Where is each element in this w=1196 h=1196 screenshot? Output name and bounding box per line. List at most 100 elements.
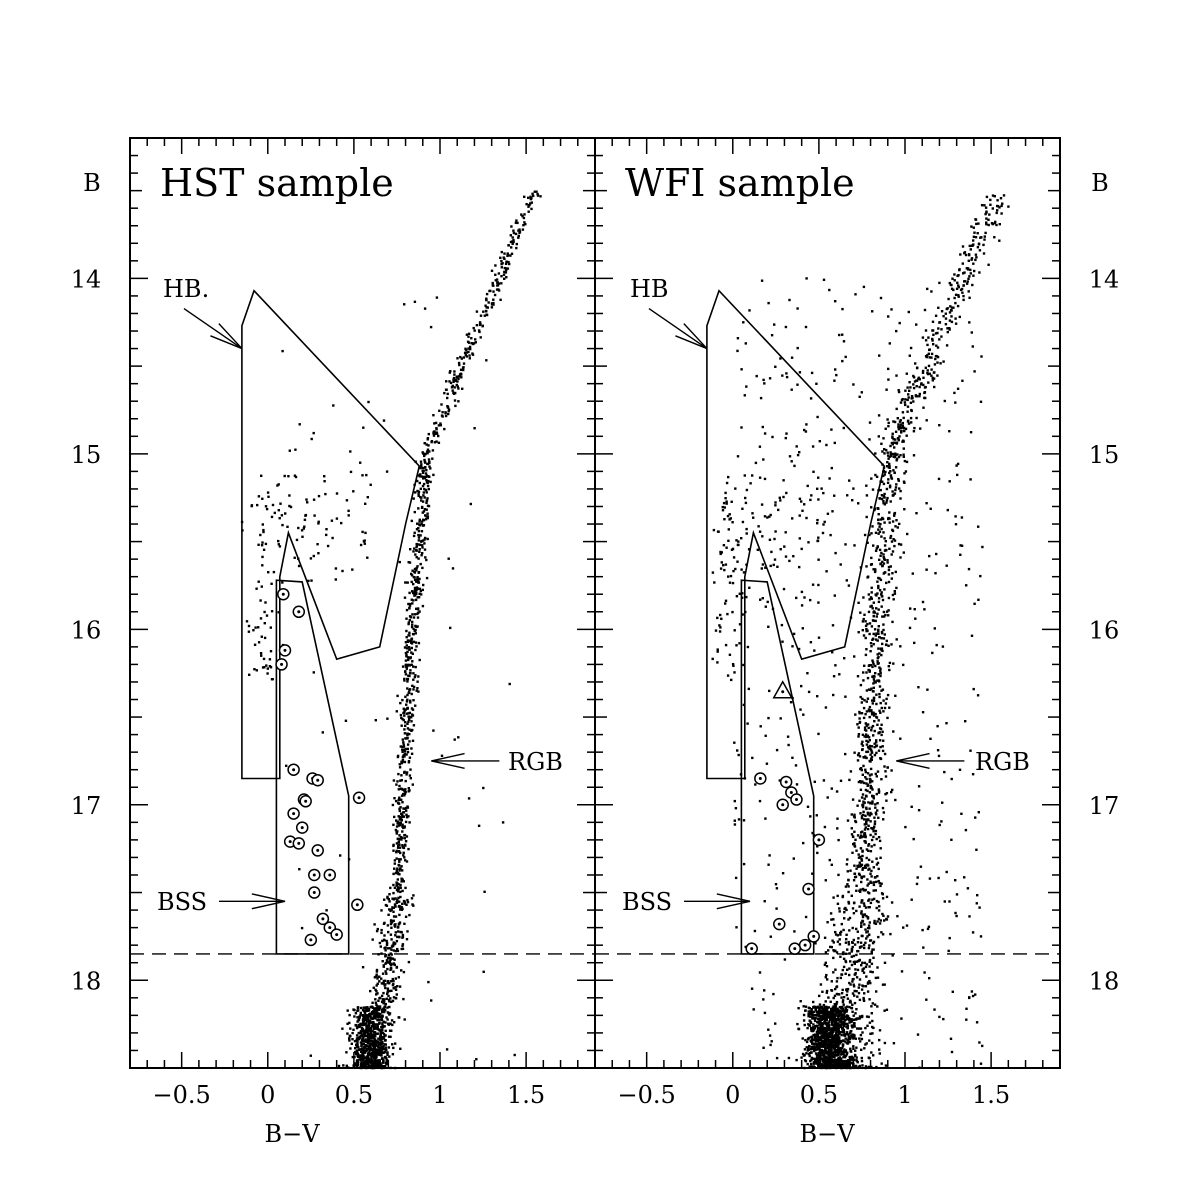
hst-star-point — [405, 653, 408, 656]
wfi-star-point — [1001, 202, 1004, 205]
wfi-star-point — [887, 609, 890, 612]
wfi-star-point — [871, 800, 874, 803]
hst-star-point — [441, 411, 444, 414]
hst-annotation-arrow-head — [210, 323, 243, 350]
hst-star-point — [466, 340, 470, 343]
hst-star-point — [482, 786, 485, 790]
hst-star-point — [384, 1029, 387, 1032]
wfi-star-point — [824, 1032, 828, 1035]
hst-star-point — [420, 463, 423, 466]
hst-star-point — [422, 518, 425, 521]
hst-star-point — [394, 871, 398, 875]
hst-star-point — [359, 543, 363, 547]
hst-star-point — [289, 505, 293, 509]
hst-star-point — [394, 897, 397, 900]
hst-star-point — [416, 680, 419, 683]
hst-star-point — [404, 843, 407, 846]
wfi-star-point — [846, 1022, 849, 1026]
wfi-star-point — [868, 998, 871, 1001]
hst-star-point — [472, 326, 475, 330]
hst-star-point — [414, 598, 418, 602]
hst-star-point — [367, 1024, 371, 1027]
hst-star-point — [366, 1031, 369, 1034]
hst-star-point — [471, 342, 475, 346]
wfi-star-point — [879, 919, 882, 922]
wfi-star-point — [813, 1038, 816, 1041]
hst-star-point — [398, 838, 401, 841]
hst-star-point — [413, 300, 417, 303]
wfi-star-point — [768, 515, 771, 518]
wfi-star-point — [848, 1037, 852, 1041]
wfi-star-point — [972, 235, 976, 238]
wfi-star-point — [885, 581, 888, 585]
wfi-star-point — [836, 1048, 839, 1052]
hst-star-point — [530, 207, 533, 211]
hst-star-point — [344, 719, 348, 722]
wfi-star-point — [870, 729, 873, 732]
wfi-star-point — [923, 386, 927, 389]
wfi-star-point — [865, 937, 868, 940]
hst-star-point — [388, 893, 391, 896]
wfi-star-point — [913, 426, 916, 430]
hst-star-point — [382, 979, 386, 983]
wfi-star-point — [825, 1063, 828, 1066]
wfi-star-point — [891, 435, 894, 438]
hst-star-point — [523, 195, 526, 198]
wfi-star-point — [845, 1025, 848, 1028]
wfi-star-point — [868, 739, 871, 742]
wfi-star-point — [848, 1055, 851, 1059]
hst-star-point — [481, 325, 484, 328]
hst-star-point — [406, 727, 410, 730]
hst-star-point — [366, 556, 369, 559]
hst-star-point — [273, 511, 276, 515]
hst-star-point — [367, 1039, 371, 1042]
wfi-star-point — [877, 791, 881, 794]
wfi-star-point — [867, 899, 870, 902]
hst-star-point — [408, 732, 411, 736]
wfi-star-point — [858, 983, 861, 986]
hst-star-point — [262, 530, 265, 534]
wfi-star-point — [832, 1051, 835, 1054]
hst-star-point — [397, 935, 401, 939]
hst-star-point — [375, 1054, 378, 1058]
wfi-star-point — [862, 617, 865, 621]
wfi-star-point — [993, 195, 996, 198]
wfi-star-point — [862, 671, 865, 674]
hst-star-point — [381, 1028, 384, 1031]
hst-star-point — [426, 512, 429, 515]
wfi-star-point — [850, 1030, 853, 1033]
hst-star-point — [453, 399, 457, 402]
hst-star-point — [402, 711, 405, 715]
wfi-star-point — [926, 371, 929, 375]
wfi-star-point — [841, 1043, 845, 1047]
hst-star-point — [359, 1048, 362, 1051]
hst-star-point — [398, 922, 401, 925]
wfi-star-point — [872, 881, 876, 884]
wfi-star-point — [824, 1006, 827, 1009]
hst-star-point — [325, 533, 328, 537]
wfi-star-point — [864, 794, 868, 797]
hst-star-point — [375, 1013, 378, 1017]
wfi-star-point — [818, 1047, 821, 1051]
hst-star-point — [402, 707, 405, 710]
wfi-star-point — [836, 902, 840, 905]
hst-star-point — [397, 772, 400, 776]
wfi-star-point — [889, 444, 892, 448]
wfi-star-point — [878, 692, 881, 696]
hst-star-point — [402, 970, 406, 974]
hst-star-point — [407, 621, 410, 624]
wfi-star-point — [852, 1022, 856, 1025]
wfi-star-point — [867, 924, 871, 927]
wfi-star-point — [928, 348, 931, 352]
hst-star-point — [467, 347, 470, 350]
hst-star-point — [398, 850, 401, 853]
hst-star-point — [371, 938, 374, 941]
hst-star-point — [453, 373, 456, 376]
hst-star-point — [401, 947, 405, 950]
hst-star-point — [412, 497, 415, 500]
wfi-star-point — [973, 231, 976, 234]
wfi-star-point — [839, 1012, 842, 1015]
wfi-star-point — [892, 469, 895, 472]
hst-bss-star-dot — [292, 812, 296, 816]
hst-star-point — [393, 797, 396, 800]
